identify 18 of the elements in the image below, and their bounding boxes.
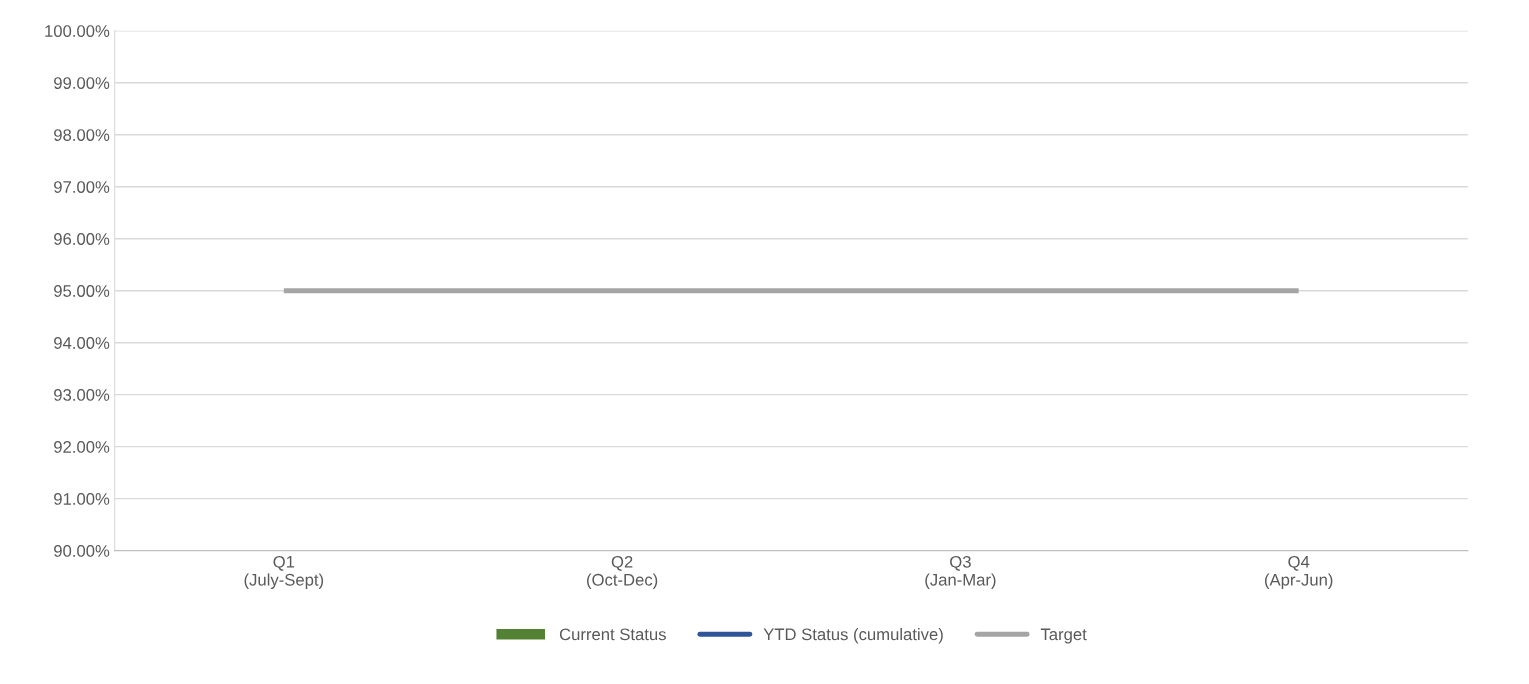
x-tick-label: Q3 (Jan-Mar): [925, 555, 996, 589]
y-tick-label: 94.00%: [54, 337, 110, 349]
y-tick-label: 93.00%: [54, 389, 110, 401]
y-tick-label: 100.00%: [45, 25, 110, 37]
legend-label: Current Status: [559, 628, 666, 641]
x-tick-label: Q1 (July-Sept): [244, 555, 324, 589]
y-tick-label: 90.00%: [54, 545, 110, 557]
x-tick-label: Q2 (Oct-Dec): [587, 555, 658, 589]
legend-label: Target: [1040, 628, 1087, 644]
y-tick-label: 98.00%: [54, 129, 110, 141]
y-tick-label: 99.00%: [54, 77, 110, 89]
y-tick-label: 96.00%: [54, 233, 110, 245]
x-tick-label: Q4 (Apr-Jun): [1265, 555, 1333, 589]
y-tick-label: 97.00%: [54, 181, 110, 193]
y-tick-label: 95.00%: [54, 285, 110, 297]
y-tick-label: 91.00%: [54, 493, 110, 505]
legend-label: YTD Status (cumulative): [763, 628, 943, 644]
y-tick-label: 92.00%: [54, 441, 110, 453]
